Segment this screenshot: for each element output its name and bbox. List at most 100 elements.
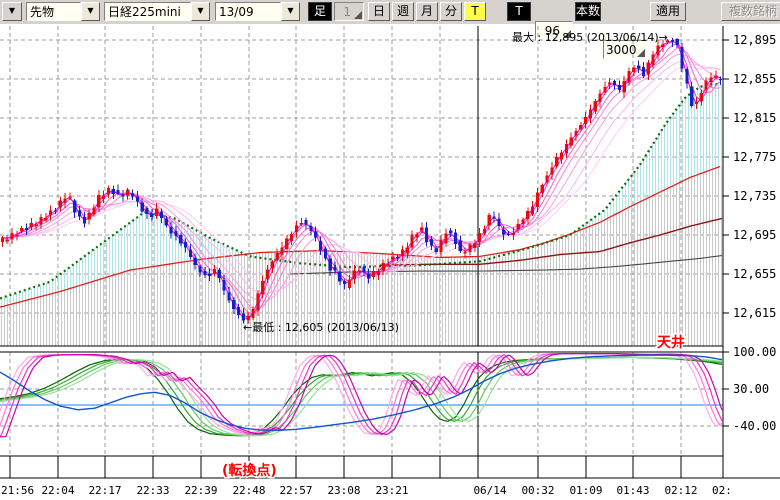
svg-text:12,735: 12,735 — [733, 189, 776, 203]
candlestick-body — [92, 207, 96, 215]
candlestick-body — [164, 218, 168, 226]
candlestick-body — [246, 316, 250, 321]
candlestick-body — [270, 261, 274, 268]
chevron-down-icon[interactable]: ▼ — [281, 2, 300, 21]
candlestick-body — [111, 188, 115, 194]
candlestick-body — [333, 267, 337, 271]
svg-text:22:39: 22:39 — [184, 484, 217, 497]
candlestick-body — [545, 175, 549, 183]
candlestick-body — [617, 84, 621, 91]
candlestick-body — [502, 229, 506, 235]
period-day-button[interactable]: 日 — [368, 2, 390, 21]
candlestick-body — [564, 144, 568, 154]
candlestick-body — [328, 258, 332, 271]
svg-text:00:32: 00:32 — [521, 484, 554, 497]
candlestick-body — [193, 258, 197, 265]
turning-point-label: (転換点) — [222, 462, 277, 479]
candlestick-body — [449, 230, 453, 233]
tick-mode-button[interactable]: T — [507, 2, 531, 21]
candlestick-body — [458, 240, 462, 252]
candlestick-body — [24, 228, 29, 230]
candlestick-body — [179, 235, 183, 244]
interval-spinner[interactable]: 1 — [334, 2, 364, 21]
candlestick-body — [183, 241, 188, 248]
max-price-annotation: 最大 : 12,895 (2013/06/14)→ — [512, 30, 668, 44]
svg-text:12,815: 12,815 — [733, 111, 776, 125]
candlestick-body — [0, 237, 5, 242]
svg-text:02:: 02: — [712, 484, 732, 497]
candlestick-body — [135, 196, 139, 202]
apply-button[interactable]: 適用 — [650, 2, 686, 21]
candlestick-body — [169, 226, 173, 234]
period-tick-button[interactable]: T — [464, 2, 486, 21]
spinner-corner-icon[interactable] — [354, 11, 362, 19]
candlestick-body — [87, 213, 91, 220]
candlestick-body — [420, 227, 424, 231]
contract-month-combobox[interactable]: 13/09 ▼ — [215, 2, 300, 21]
min-price-annotation: ←最低 : 12,605 (2013/06/13) — [243, 321, 399, 334]
spinner-corner-icon[interactable] — [563, 30, 571, 38]
candlestick-body — [314, 231, 318, 238]
candlestick-body — [405, 247, 409, 254]
candlestick-body — [208, 273, 212, 276]
candlestick-body — [632, 67, 636, 72]
bars-spinner[interactable]: 3000 — [603, 40, 647, 59]
candlestick-body — [290, 233, 294, 241]
svg-text:12,775: 12,775 — [733, 150, 776, 164]
candlestick-body — [10, 233, 14, 240]
candlestick-body — [304, 220, 308, 225]
chevron-down-icon[interactable]: ▼ — [191, 2, 210, 21]
candlestick-body — [29, 222, 33, 227]
contract-value: 13/09 — [215, 2, 281, 21]
multi-symbol-button[interactable]: 複数銘柄 — [721, 2, 780, 21]
svg-text:02:12: 02:12 — [664, 484, 697, 497]
candlestick-body — [506, 234, 511, 236]
candlestick-body — [680, 46, 684, 69]
candlestick-body — [126, 189, 130, 196]
price-and-oscillator-chart: 12,895 12,855 12,815 12,775 12,735 12,695 12,6… — [0, 26, 780, 497]
magenta-ma-ribbon-line — [2, 53, 721, 302]
candlestick-body — [309, 225, 313, 232]
symbol-combobox[interactable]: 日経225mini ▼ — [104, 2, 210, 21]
candlestick-body — [145, 207, 149, 214]
svg-text:23:21: 23:21 — [375, 484, 408, 497]
svg-text:-40.00: -40.00 — [733, 419, 776, 433]
ceiling-label: 天井 — [657, 334, 685, 351]
candlestick-body — [718, 79, 723, 81]
candlestick-body — [603, 86, 607, 93]
candlestick-body — [34, 224, 38, 227]
candles-group — [0, 38, 723, 324]
spinner-corner-icon[interactable] — [637, 49, 645, 57]
candlestick-body — [338, 271, 342, 282]
candlestick-body — [294, 225, 299, 233]
svg-text:22:48: 22:48 — [232, 484, 265, 497]
candlestick-body — [550, 167, 554, 175]
bars-value: 3000 — [606, 43, 637, 57]
candlestick-body — [102, 195, 106, 200]
period-month-button[interactable]: 月 — [416, 2, 438, 21]
svg-text:01:09: 01:09 — [569, 484, 602, 497]
candlestick-body — [174, 230, 178, 237]
candlestick-body — [376, 270, 380, 276]
chevron-down-icon[interactable]: ▼ — [81, 2, 100, 21]
candlestick-body — [497, 218, 501, 226]
collapse-panel-button[interactable]: ▼ — [2, 2, 22, 21]
candlestick-body — [381, 262, 385, 271]
svg-text:12,855: 12,855 — [733, 72, 776, 86]
candlestick-body — [492, 216, 496, 219]
candlestick-body — [367, 273, 371, 279]
category-combobox[interactable]: 先物 ▼ — [26, 2, 100, 21]
candlestick-body — [531, 206, 535, 215]
candlestick-body — [357, 270, 361, 272]
svg-text:22:57: 22:57 — [279, 484, 312, 497]
bars-label: 本数 — [575, 2, 601, 21]
bar-type-button[interactable]: 足 — [308, 2, 332, 21]
candlestick-body — [704, 80, 708, 90]
period-minute-button[interactable]: 分 — [440, 2, 462, 21]
candlestick-body — [150, 213, 154, 218]
period-week-button[interactable]: 週 — [392, 2, 414, 21]
candlestick-body — [232, 300, 236, 309]
candlestick-body — [526, 211, 530, 220]
candlestick-body — [347, 279, 352, 289]
candlestick-body — [429, 239, 433, 246]
